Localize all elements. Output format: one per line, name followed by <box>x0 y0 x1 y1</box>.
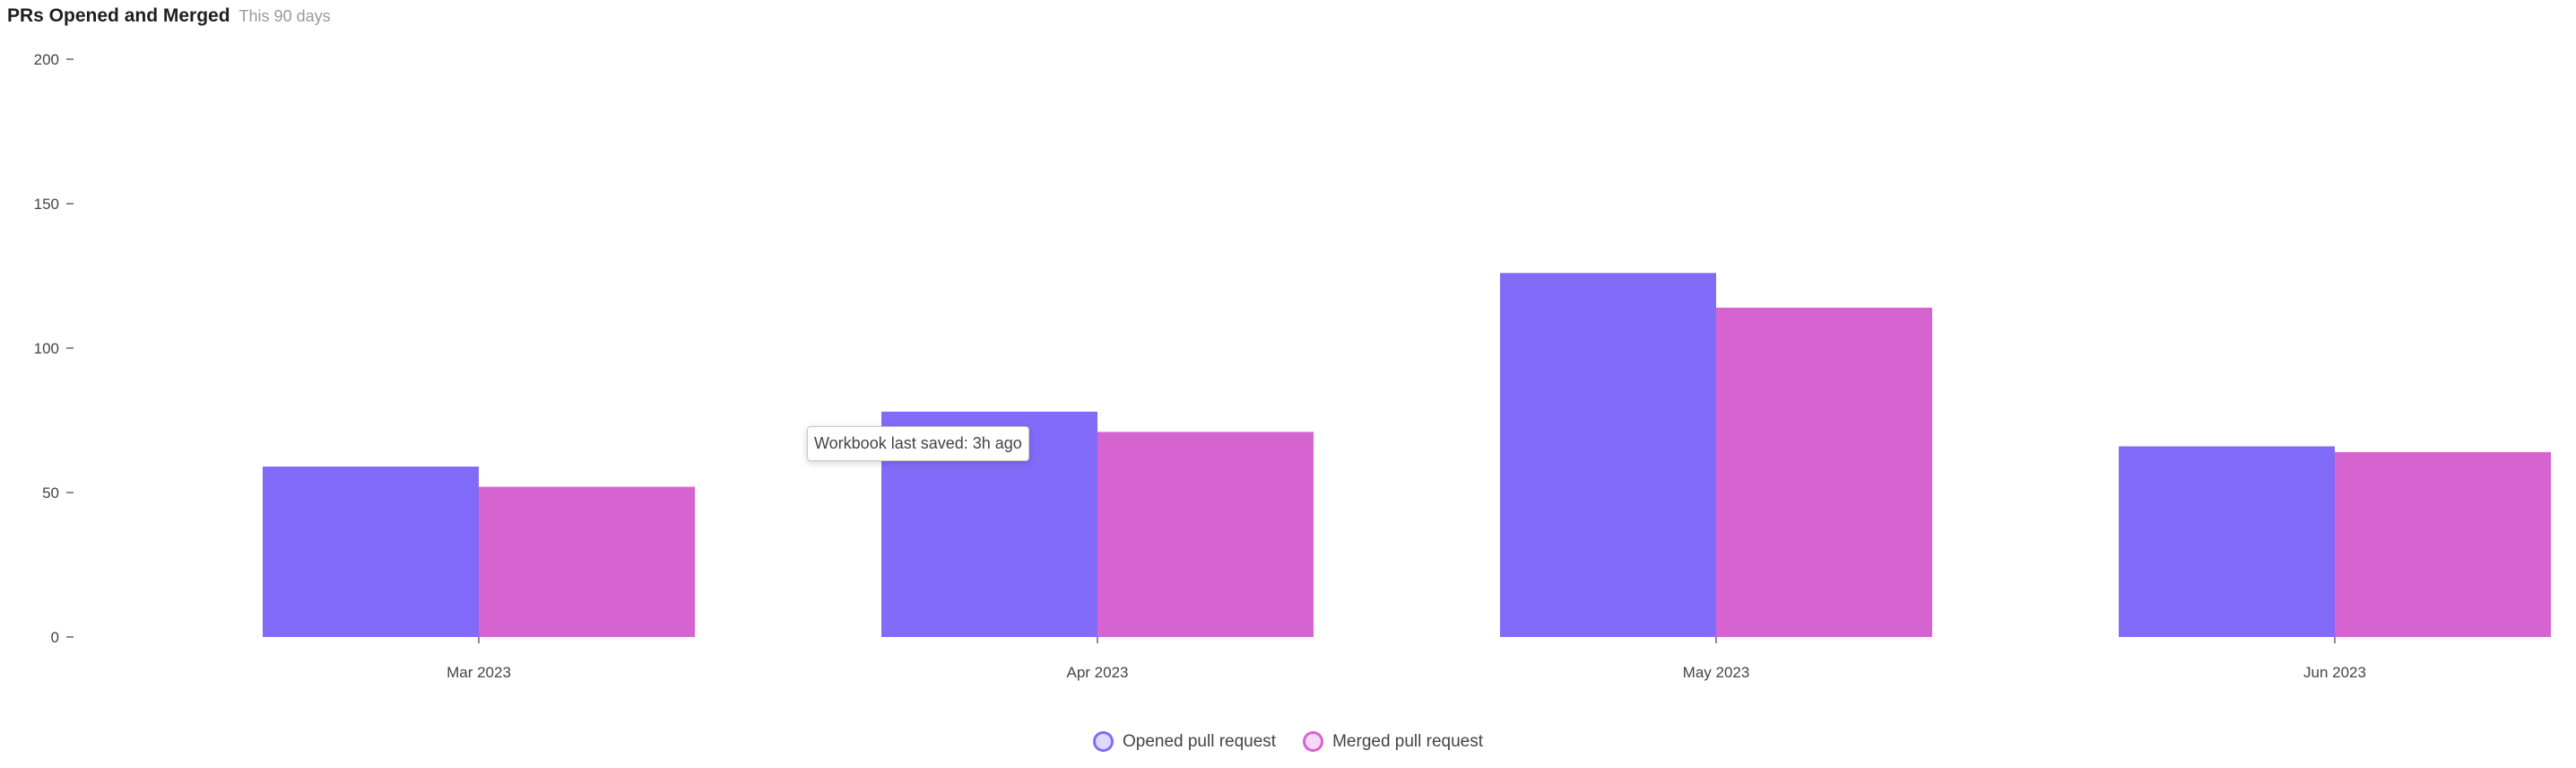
chart-header: PRs Opened and Merged This 90 days <box>7 5 331 29</box>
legend-label: Merged pull request <box>1332 731 1484 751</box>
y-tick-label: 0 <box>51 629 59 646</box>
legend-item-merged[interactable]: Merged pull request <box>1303 731 1483 752</box>
bar-merged-jun-2023[interactable] <box>2335 451 2551 637</box>
legend-swatch-icon <box>1092 731 1114 752</box>
y-tick-label: 100 <box>34 340 59 357</box>
bar-opened-mar-2023[interactable] <box>263 467 479 637</box>
legend-item-opened[interactable]: Opened pull request <box>1092 731 1277 752</box>
bar-merged-apr-2023[interactable] <box>1097 432 1314 637</box>
chart-subtitle: This 90 days <box>239 7 331 25</box>
bar-opened-may-2023[interactable] <box>1500 273 1716 637</box>
y-tick-label: 150 <box>34 196 59 213</box>
chart-title: PRs Opened and Merged <box>7 5 230 26</box>
y-tick-label: 50 <box>42 484 59 502</box>
bar-merged-mar-2023[interactable] <box>479 486 695 637</box>
x-tick-label: Mar 2023 <box>447 664 511 681</box>
bar-opened-jun-2023[interactable] <box>2119 446 2335 637</box>
x-tick-label: Apr 2023 <box>1067 664 1129 681</box>
y-tick-label: 200 <box>34 51 59 68</box>
x-tick-label: Jun 2023 <box>2303 664 2366 681</box>
bar-merged-may-2023[interactable] <box>1716 307 1932 637</box>
legend-label: Opened pull request <box>1122 731 1277 751</box>
bar-chart: 0 50 100 150 200 Mar 2023 Apr 2023 May 2023 Jun… <box>34 51 2551 681</box>
x-tick-label: May 2023 <box>1683 664 1750 681</box>
bars <box>263 273 2551 637</box>
y-axis: 0 50 100 150 200 <box>34 51 74 646</box>
save-status-tooltip: Workbook last saved: 3h ago <box>807 426 1029 461</box>
chart-legend: Opened pull request Merged pull request <box>0 731 2576 752</box>
legend-swatch-icon <box>1303 731 1324 752</box>
x-axis: Mar 2023 Apr 2023 May 2023 Jun 2023 <box>447 637 2366 681</box>
